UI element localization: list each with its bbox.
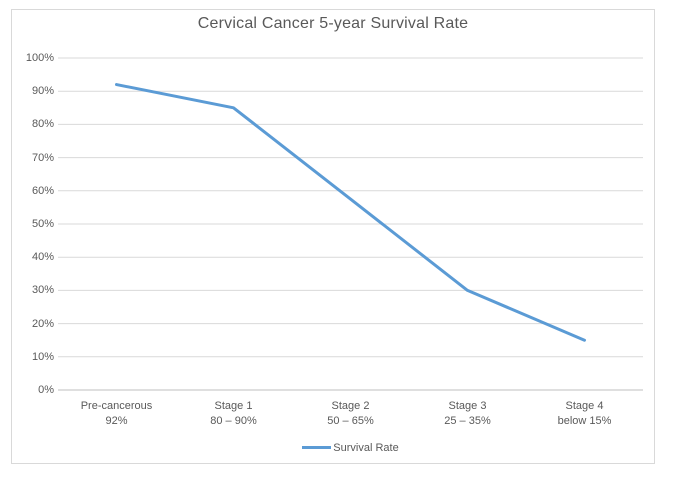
x-category-label: Stage 2 50 – 65% — [292, 399, 409, 429]
x-category-range: 80 – 90% — [210, 415, 257, 427]
y-tick-label: 30% — [31, 284, 54, 297]
x-category-name: Stage 1 — [214, 400, 253, 412]
series-line — [115, 83, 586, 342]
legend: Survival Rate — [58, 440, 643, 455]
x-category-label: Stage 3 25 – 35% — [409, 399, 526, 429]
chart-title: Cervical Cancer 5-year Survival Rate — [197, 15, 469, 32]
y-tick-label: 90% — [31, 85, 54, 98]
x-category-range: 50 – 65% — [327, 415, 374, 427]
x-category-name: Stage 4 — [565, 400, 604, 412]
y-tick-label: 80% — [31, 118, 54, 131]
x-category-range: below 15% — [557, 415, 612, 427]
x-category-range: 25 – 35% — [444, 415, 491, 427]
x-category-label: Pre-cancerous 92% — [58, 399, 175, 429]
y-tick-label: 10% — [31, 350, 54, 363]
y-tick-label: 100% — [25, 52, 54, 64]
y-tick-label: 60% — [31, 184, 54, 197]
y-tick-label: 40% — [31, 251, 54, 264]
x-category-name: Stage 3 — [448, 400, 487, 412]
x-category-label: Stage 1 80 – 90% — [175, 399, 292, 429]
y-tick-label: 50% — [31, 218, 54, 230]
x-category-range: 92% — [105, 415, 128, 427]
x-category-name: Pre-cancerous — [80, 400, 153, 412]
legend-line-swatch — [302, 446, 332, 449]
x-category-label: Stage 4 below 15% — [526, 399, 643, 429]
legend-label: Survival Rate — [333, 441, 399, 454]
y-tick-label: 20% — [31, 317, 54, 330]
y-tick-label: 70% — [31, 151, 54, 164]
x-category-name: Stage 2 — [331, 400, 370, 412]
y-tick-label: 0% — [38, 384, 54, 396]
